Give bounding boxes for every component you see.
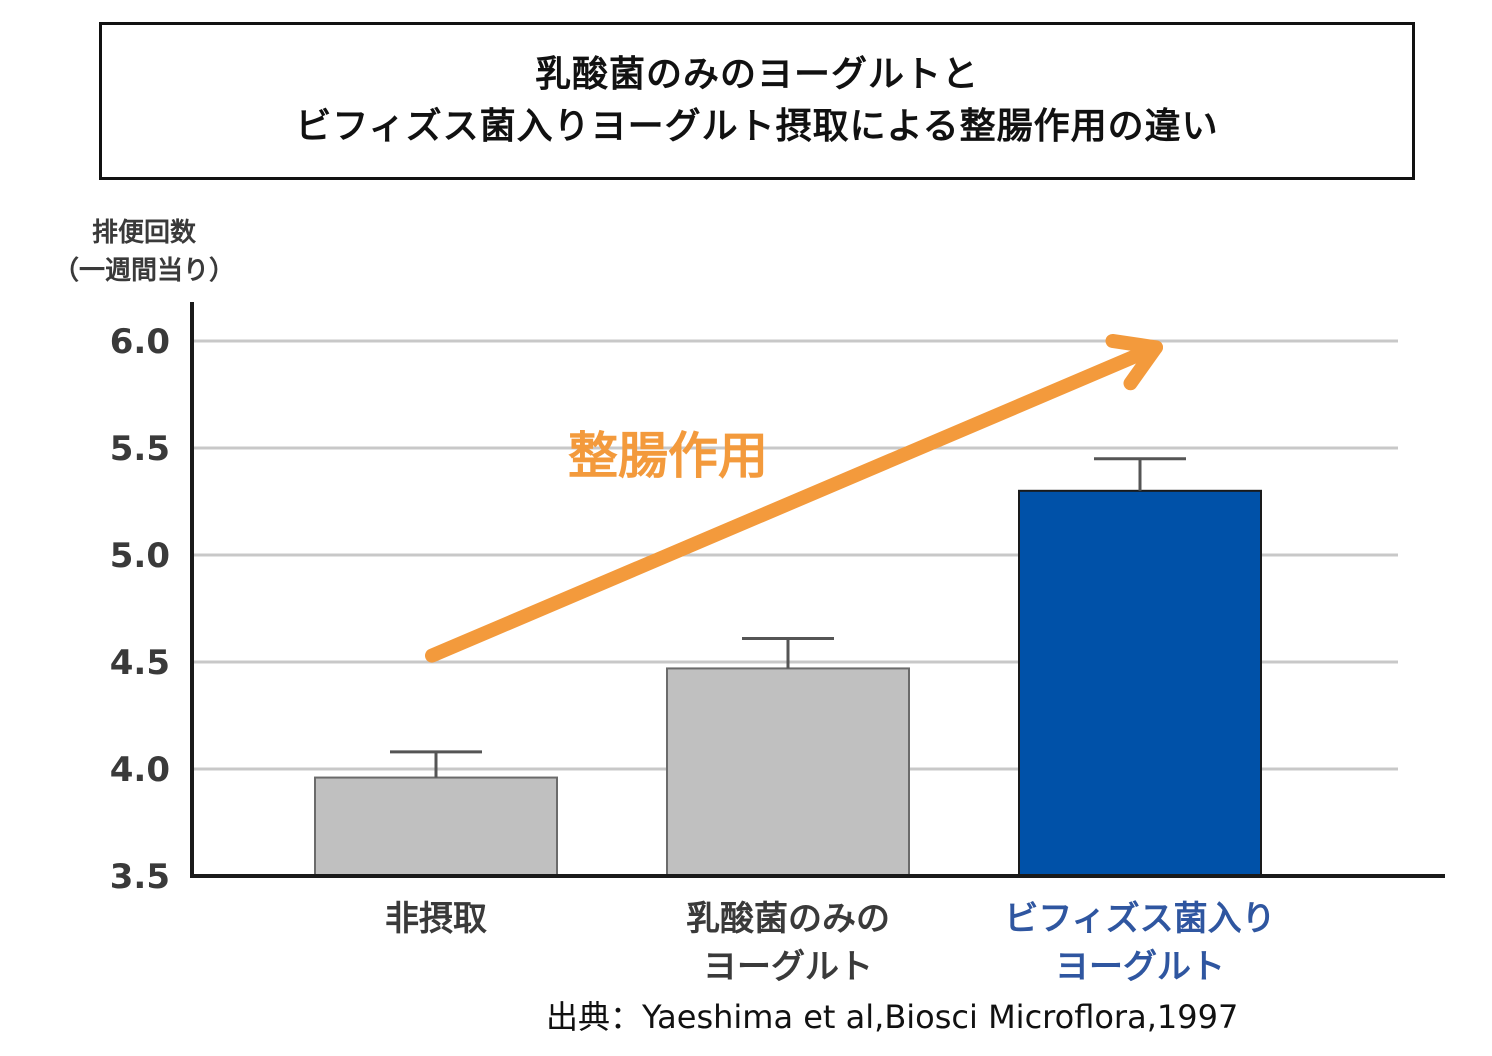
y-tick-label: 4.0 [110,750,170,790]
x-tick-label: ヨーグルト [703,947,873,987]
y-tick-label: 4.5 [110,643,170,683]
bar [314,776,558,877]
chart-title-line-2: ビフィズス菌入りヨーグルト摂取による整腸作用の違い [295,106,1219,147]
bar [666,667,910,877]
trend-arrow-shaft [425,340,1163,663]
chart-title-line-1: 乳酸菌のみのヨーグルトと [534,54,979,95]
y-tick-label: 5.5 [110,429,170,469]
y-axis-label-line-1: 排便回数 [91,218,196,248]
x-tick-label: 乳酸菌のみの [686,899,890,939]
x-tick-label: ビフィズス菌入り [1004,899,1275,939]
x-tick-label: 非摂取 [385,899,487,939]
y-axis-label-line-2: （一週間当り） [52,256,235,286]
annotation-label: 整腸作用 [568,427,768,485]
trend-arrow-head [1105,333,1163,391]
y-tick-label: 3.5 [110,857,170,897]
title-box: 乳酸菌のみのヨーグルトと ビフィズス菌入りヨーグルト摂取による整腸作用の違い [99,22,1415,180]
y-axis-label: 排便回数 （一週間当り） [44,214,244,290]
x-tick-label: ヨーグルト [1055,947,1225,987]
source-citation: 出典：Yaeshima et al,Biosci Microflora,1997 [546,998,1239,1036]
y-tick-label: 6.0 [110,322,170,362]
y-tick-label: 5.0 [110,536,170,576]
bar [1018,489,1262,877]
